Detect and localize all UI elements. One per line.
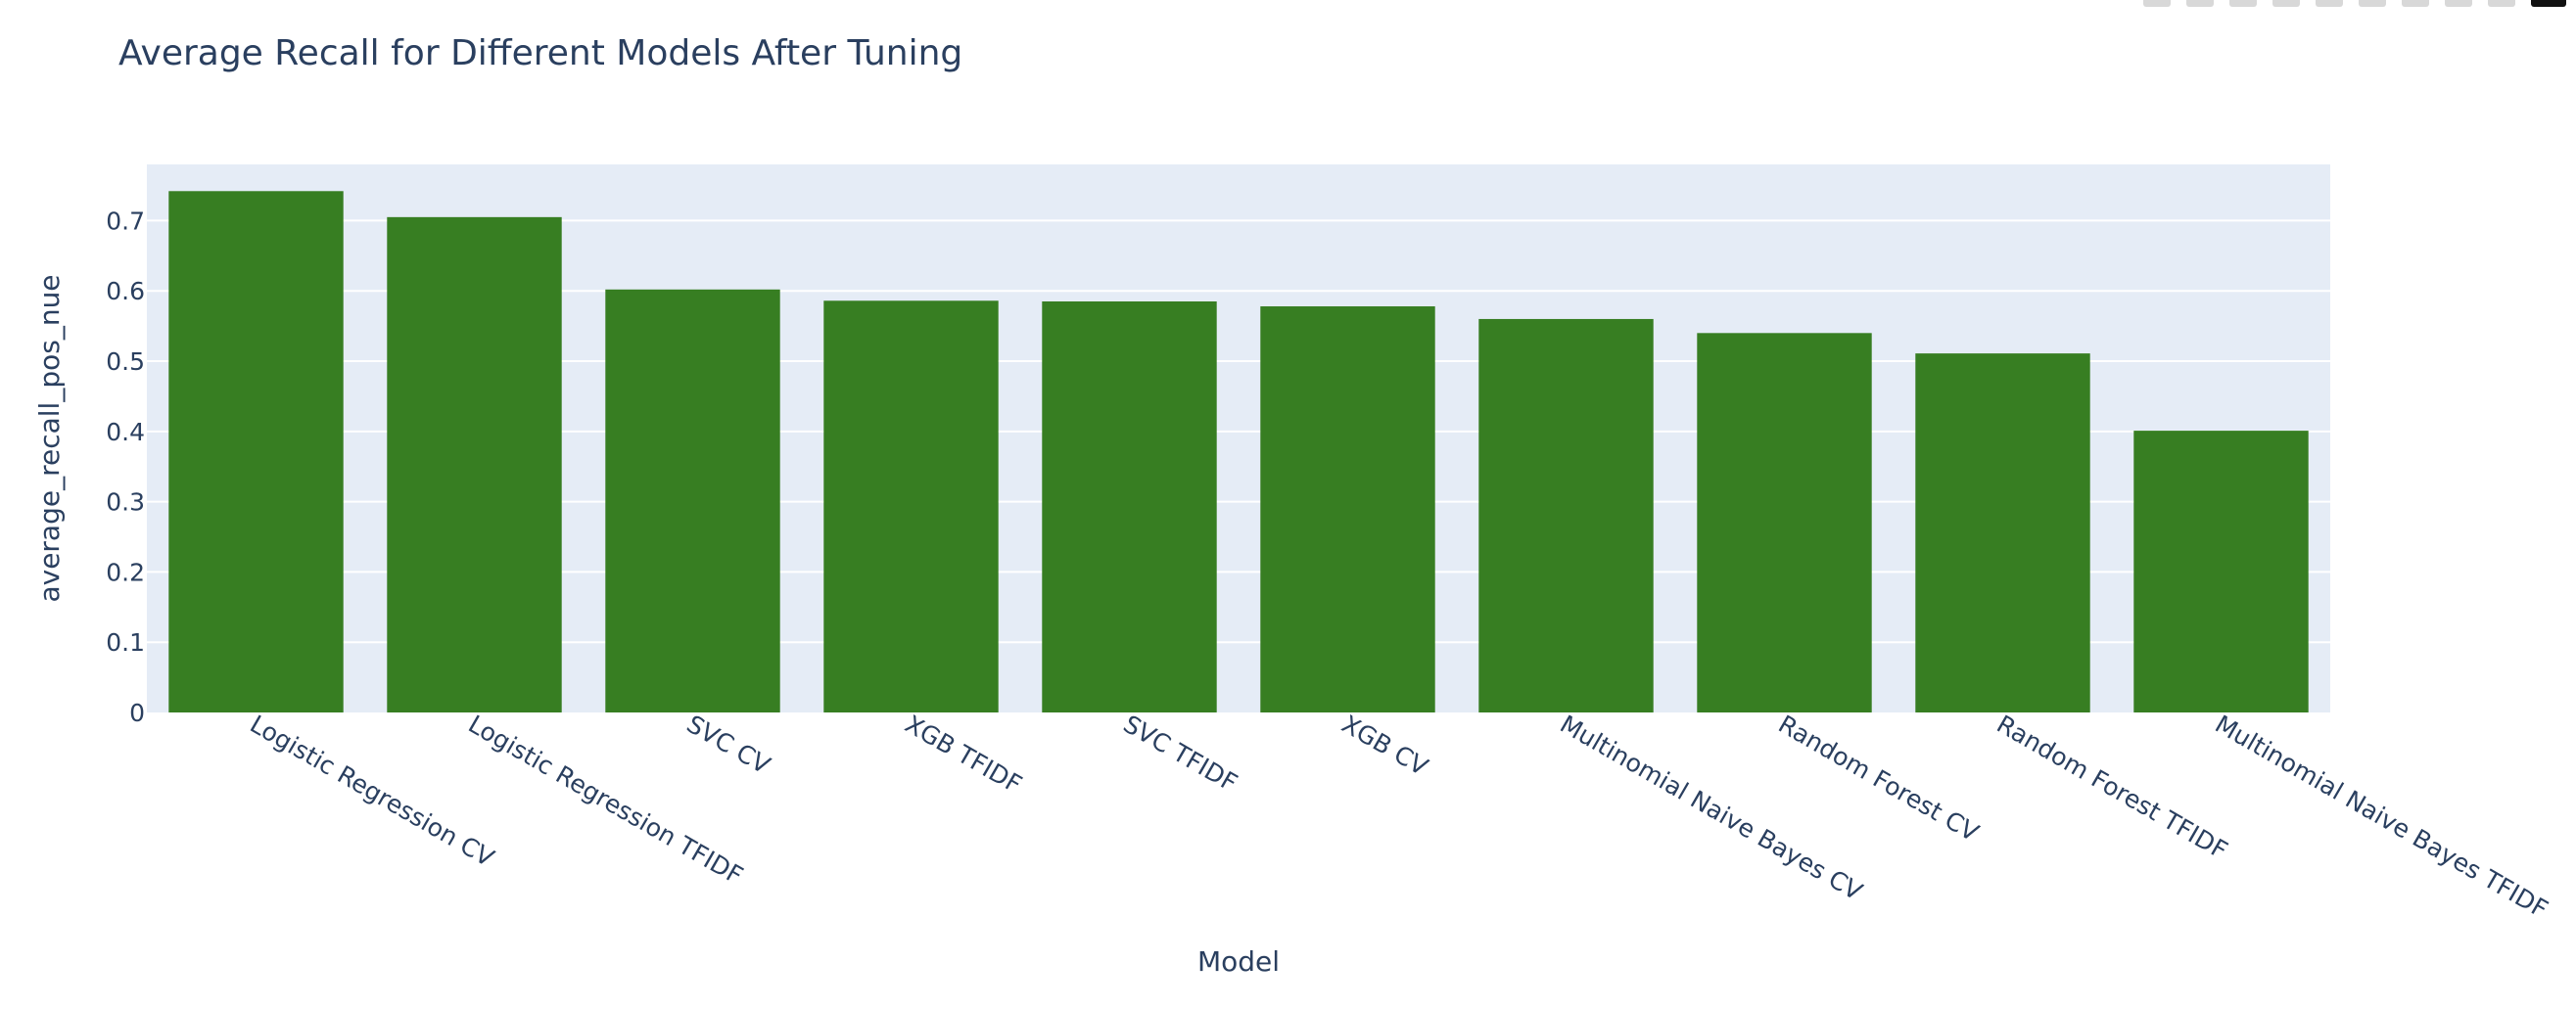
y-tick-label: 0.4 bbox=[106, 418, 145, 446]
x-tick-label: SVC CV bbox=[682, 710, 775, 780]
x-tick-label: Random Forest TFIDF bbox=[1992, 710, 2233, 865]
bar[interactable] bbox=[1915, 353, 2090, 712]
bar[interactable] bbox=[823, 300, 999, 712]
autoscale-icon[interactable] bbox=[2445, 0, 2472, 7]
bar[interactable] bbox=[168, 191, 344, 713]
bar[interactable] bbox=[1042, 301, 1217, 712]
bar[interactable] bbox=[605, 289, 780, 712]
plotly-logo-icon[interactable] bbox=[2531, 0, 2566, 7]
x-tick-label: XGB TFIDF bbox=[901, 710, 1027, 799]
camera-icon[interactable] bbox=[2143, 0, 2171, 7]
x-tick-label: Random Forest CV bbox=[1774, 710, 1984, 847]
zoom-in-icon[interactable] bbox=[2359, 0, 2386, 7]
y-tick-label: 0.5 bbox=[106, 347, 145, 376]
bar[interactable] bbox=[2133, 431, 2309, 712]
y-axis-ticks: 0 0.1 0.2 0.3 0.4 0.5 0.6 0.7 bbox=[106, 206, 145, 727]
y-tick-label: 0.2 bbox=[106, 558, 145, 586]
y-tick-label: 0.3 bbox=[106, 488, 145, 517]
x-tick-label: Logistic Regression CV bbox=[246, 710, 499, 872]
bar[interactable] bbox=[1697, 333, 1872, 712]
bars bbox=[168, 191, 2309, 713]
reset-axes-icon[interactable] bbox=[2488, 0, 2515, 7]
y-tick-label: 0 bbox=[129, 699, 145, 727]
y-axis-title: average_recall_pos_nue bbox=[33, 274, 66, 602]
zoom-icon[interactable] bbox=[2186, 0, 2214, 7]
x-tick-label: XGB CV bbox=[1337, 710, 1433, 781]
y-tick-label: 0.6 bbox=[106, 277, 145, 305]
bar[interactable] bbox=[387, 216, 562, 712]
zoom-out-icon[interactable] bbox=[2402, 0, 2429, 7]
y-tick-label: 0.1 bbox=[106, 628, 145, 657]
lasso-select-icon[interactable] bbox=[2316, 0, 2343, 7]
bar[interactable] bbox=[1478, 318, 1654, 712]
pan-icon[interactable] bbox=[2229, 0, 2257, 7]
x-tick-label: Multinomial Naive Bayes TFIDF bbox=[2211, 710, 2553, 924]
box-select-icon[interactable] bbox=[2272, 0, 2300, 7]
bar[interactable] bbox=[1260, 306, 1435, 712]
x-axis-title: Model bbox=[1197, 945, 1280, 978]
y-tick-label: 0.7 bbox=[106, 206, 145, 235]
x-tick-label: SVC TFIDF bbox=[1119, 710, 1242, 798]
chart-modebar[interactable] bbox=[2143, 0, 2566, 10]
chart-title: Average Recall for Different Models Afte… bbox=[118, 33, 962, 73]
